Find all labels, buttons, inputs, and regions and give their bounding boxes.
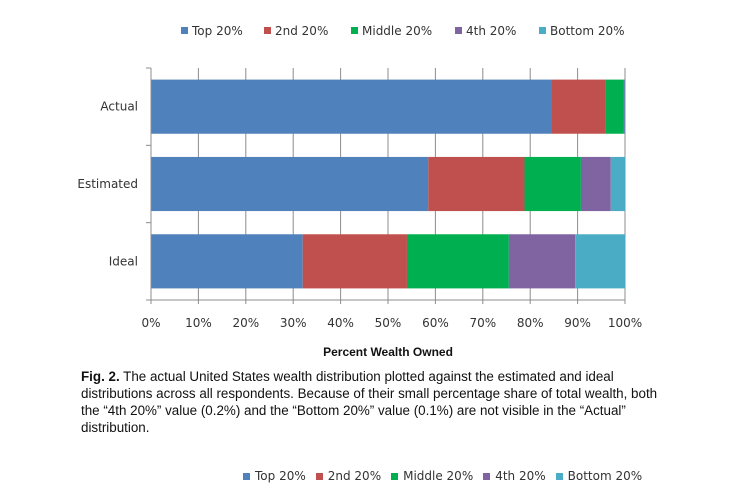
x-tick-label: 30% xyxy=(280,316,307,330)
bar-segment xyxy=(508,234,576,289)
y-axis-label: Actual xyxy=(100,100,138,114)
legend-bottom-item: 4th 20% xyxy=(483,469,546,483)
x-tick-label: 20% xyxy=(232,316,259,330)
bar-segment xyxy=(524,156,581,212)
figure-caption-text: The actual United States wealth distribu… xyxy=(81,369,658,435)
bar-segment xyxy=(551,79,606,134)
legend-bottom-label: Bottom 20% xyxy=(567,469,643,483)
legend-bottom-swatch xyxy=(555,472,563,480)
bar-segment xyxy=(428,156,525,212)
chart-legend-top: Top 20% 2nd 20% Middle 20% 4th 20% Bottom 20… xyxy=(181,24,625,38)
bar-segment xyxy=(610,156,625,212)
chart-legend-bottom: Top 20% 2nd 20% Middle 20% 4th 20% Botto… xyxy=(243,466,652,486)
bar-segment xyxy=(151,79,552,134)
x-tick-label: 90% xyxy=(564,316,591,330)
legend-bottom-swatch xyxy=(315,472,323,480)
legend-top-swatch xyxy=(455,27,462,34)
legend-bottom-item: 2nd 20% xyxy=(315,469,382,483)
legend-top-label: Middle 20% xyxy=(362,24,432,38)
legend-bottom-swatch xyxy=(483,472,491,480)
legend-top-label: 4th 20% xyxy=(466,24,516,38)
x-tick-label: 100% xyxy=(608,316,642,330)
x-tick-label: 40% xyxy=(327,316,354,330)
legend-bottom-label: 4th 20% xyxy=(495,469,546,483)
bar-segment xyxy=(151,156,429,212)
bar-segment xyxy=(623,79,625,134)
legend-bottom-item: Top 20% xyxy=(243,469,306,483)
x-axis-title: Percent Wealth Owned xyxy=(323,345,453,359)
bar-segment xyxy=(302,234,407,289)
chart-axes xyxy=(146,67,626,304)
legend-top-swatch xyxy=(539,27,546,34)
legend-top-label: 2nd 20% xyxy=(275,24,328,38)
x-tick-label: 80% xyxy=(517,316,544,330)
y-axis-label: Estimated xyxy=(77,177,138,191)
x-axis-tick-labels: 0% 10% 20% 30% 40% 50% 60% 70% 80% 90% 100% xyxy=(141,316,642,330)
legend-top-swatch xyxy=(264,27,271,34)
x-tick-label: 60% xyxy=(422,316,449,330)
bar-segment xyxy=(151,234,303,289)
legend-bottom-item: Bottom 20% xyxy=(555,469,643,483)
bar-segment xyxy=(575,234,625,289)
x-tick-label: 70% xyxy=(469,316,496,330)
stacked-bar-chart: Top 20% 2nd 20% Middle 20% 4th 20% Bottom 20… xyxy=(77,24,642,359)
legend-bottom-swatch xyxy=(243,472,250,480)
y-axis-labels: Actual Estimated Ideal xyxy=(77,100,138,269)
x-tick-label: 0% xyxy=(141,316,160,330)
legend-top-label: Top 20% xyxy=(191,24,243,38)
legend-bottom-swatch xyxy=(391,472,399,480)
figure-caption-label: Fig. 2. xyxy=(81,369,120,384)
legend-bottom-label: Middle 20% xyxy=(403,469,474,483)
chart-bars xyxy=(151,79,625,289)
x-tick-label: 50% xyxy=(375,316,402,330)
legend-bottom-label: 2nd 20% xyxy=(327,469,382,483)
legend-top-swatch xyxy=(181,27,188,34)
legend-top-swatch xyxy=(351,27,358,34)
bar-segment xyxy=(406,234,509,289)
legend-bottom-item: Middle 20% xyxy=(391,469,473,483)
legend-bottom-label: Top 20% xyxy=(255,469,306,483)
x-tick-label: 10% xyxy=(185,316,212,330)
y-axis-label: Ideal xyxy=(109,254,138,268)
bar-segment xyxy=(605,79,624,134)
legend-top-label: Bottom 20% xyxy=(550,24,625,38)
figure-caption: Fig. 2. The actual United States wealth … xyxy=(81,368,661,436)
bar-segment xyxy=(580,156,611,212)
